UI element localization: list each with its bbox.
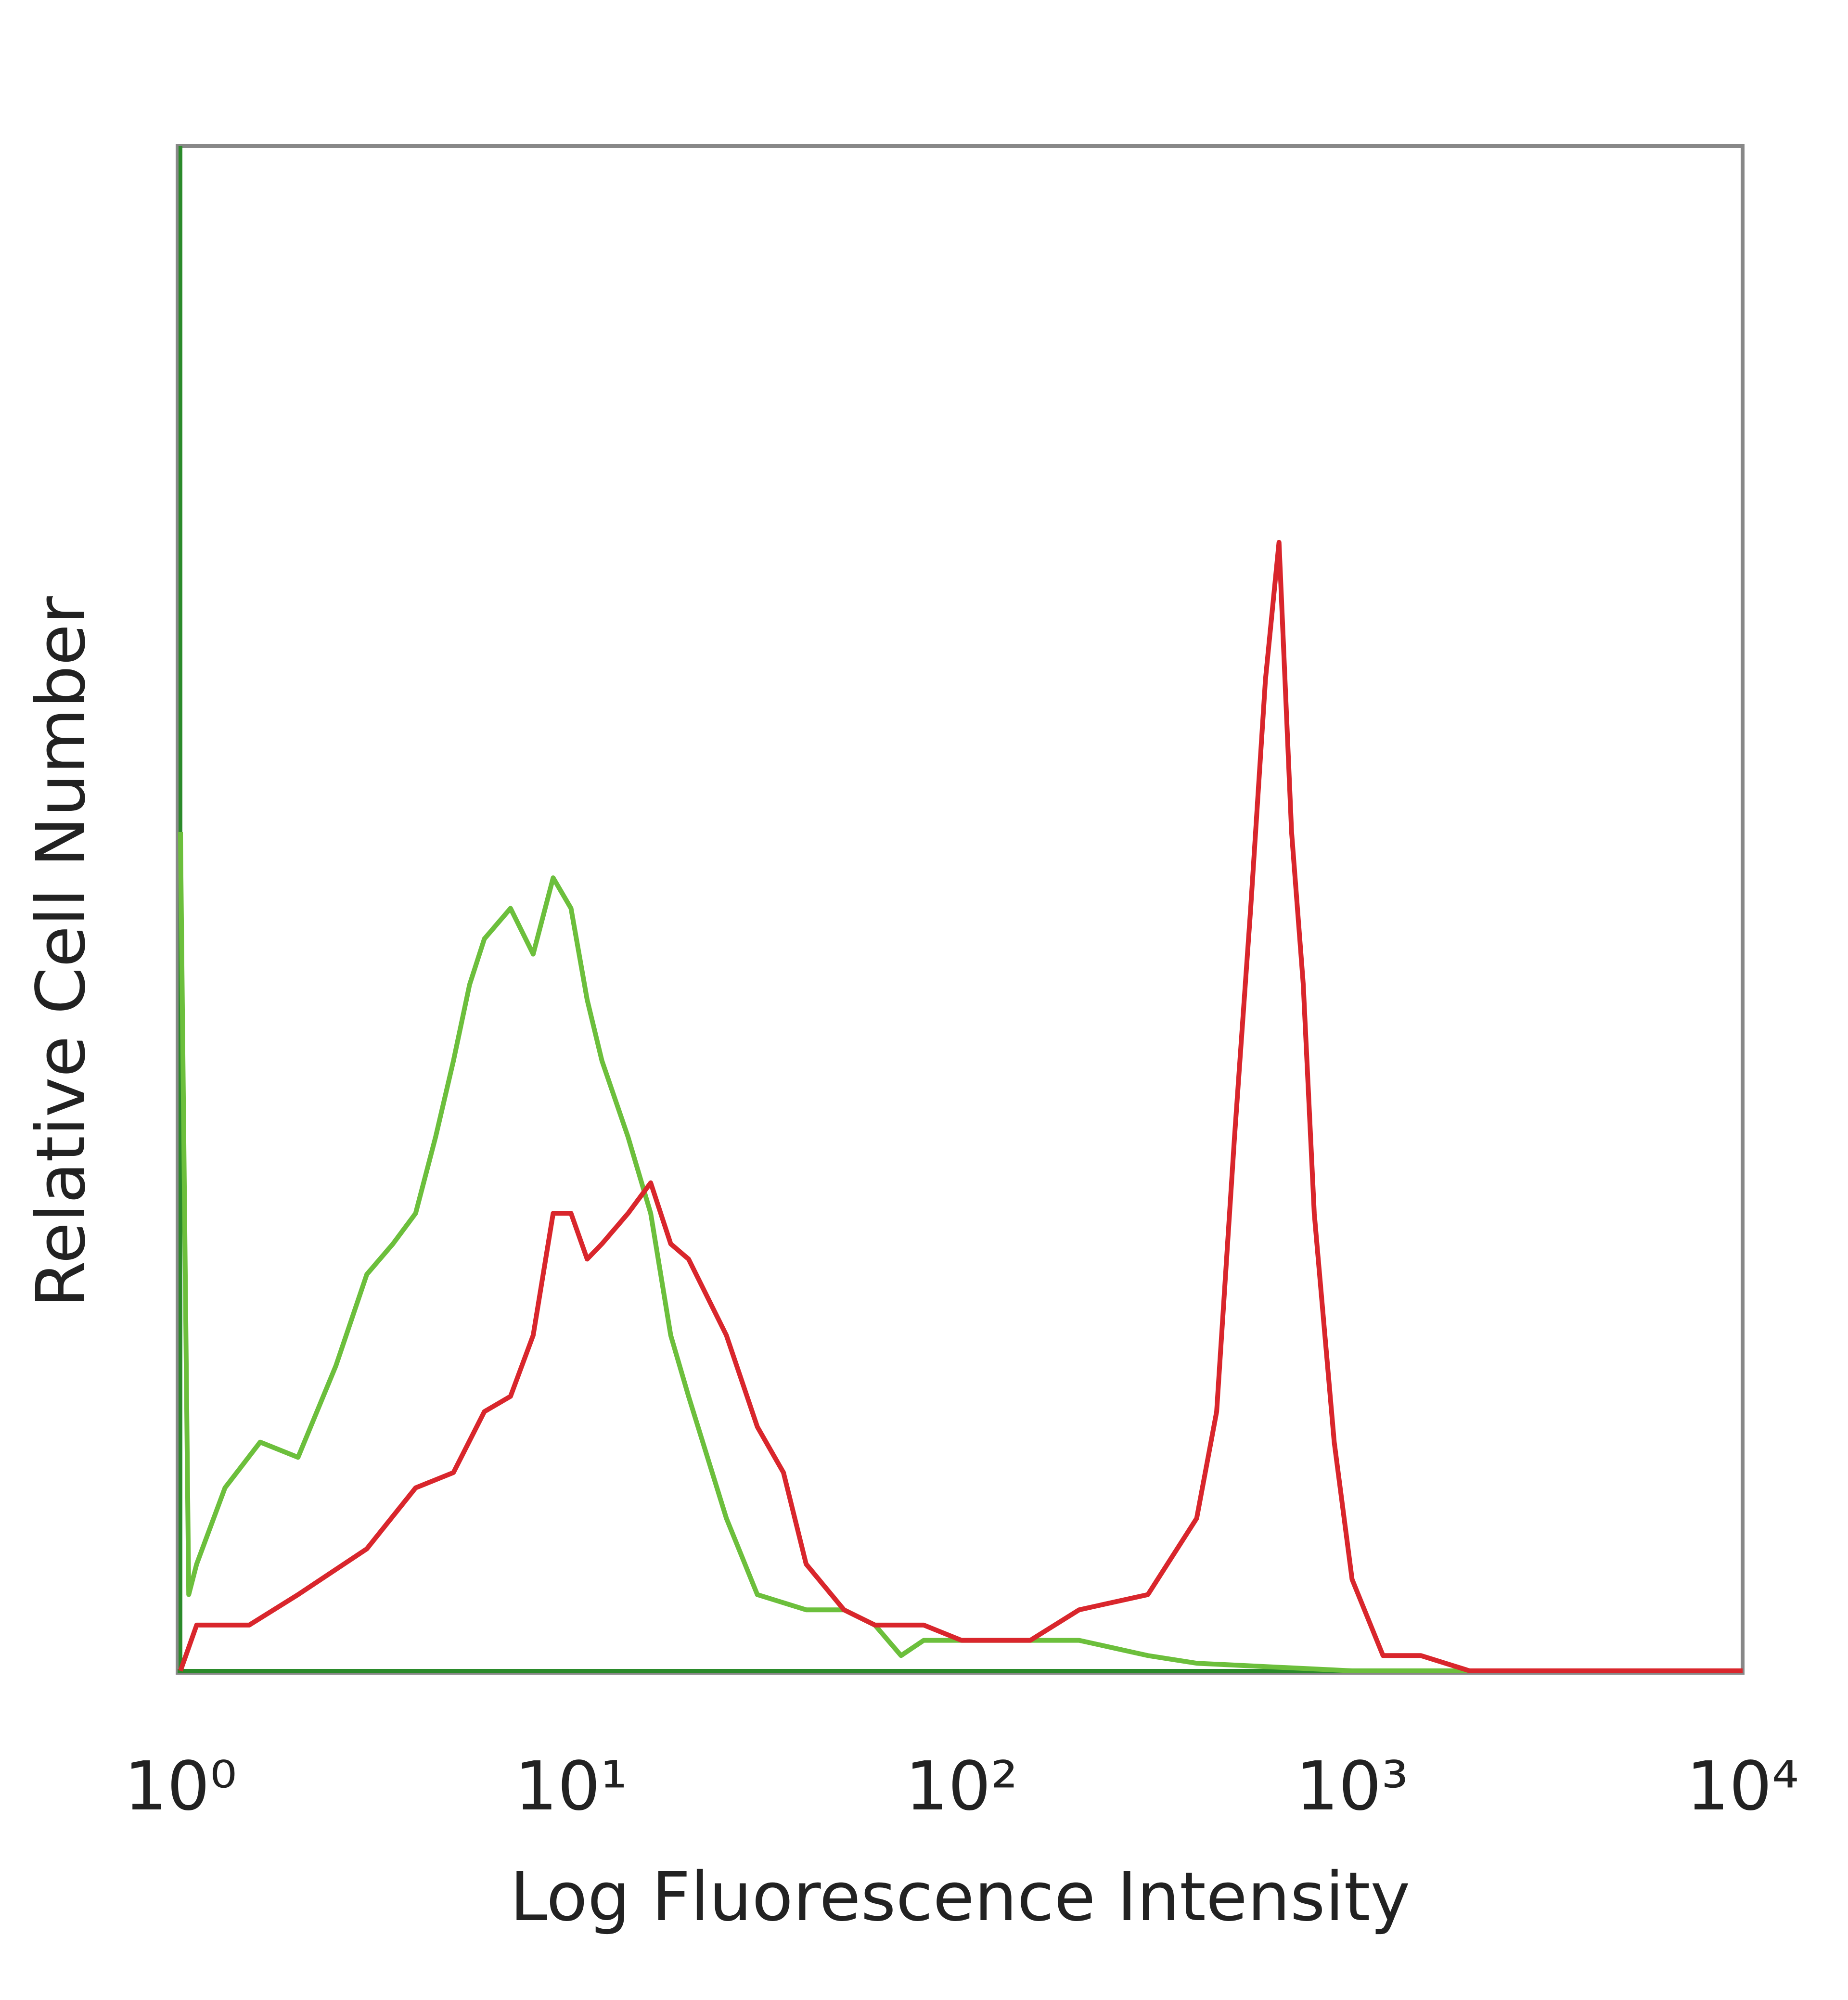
x-tick-label: 10² xyxy=(905,1747,1018,1826)
histogram-line xyxy=(178,832,1743,1673)
plot-frame xyxy=(176,144,1745,1675)
x-tick-label: 10⁴ xyxy=(1686,1747,1799,1826)
histogram-line xyxy=(178,539,1743,1673)
x-axis-label: Log Fluorescence Intensity xyxy=(510,1858,1411,1936)
y-axis-label: Relative Cell Number xyxy=(22,596,101,1308)
x-tick-label: 10³ xyxy=(1296,1747,1408,1826)
x-tick-label: 10¹ xyxy=(514,1747,627,1826)
x-tick-label: 10⁰ xyxy=(124,1747,237,1826)
